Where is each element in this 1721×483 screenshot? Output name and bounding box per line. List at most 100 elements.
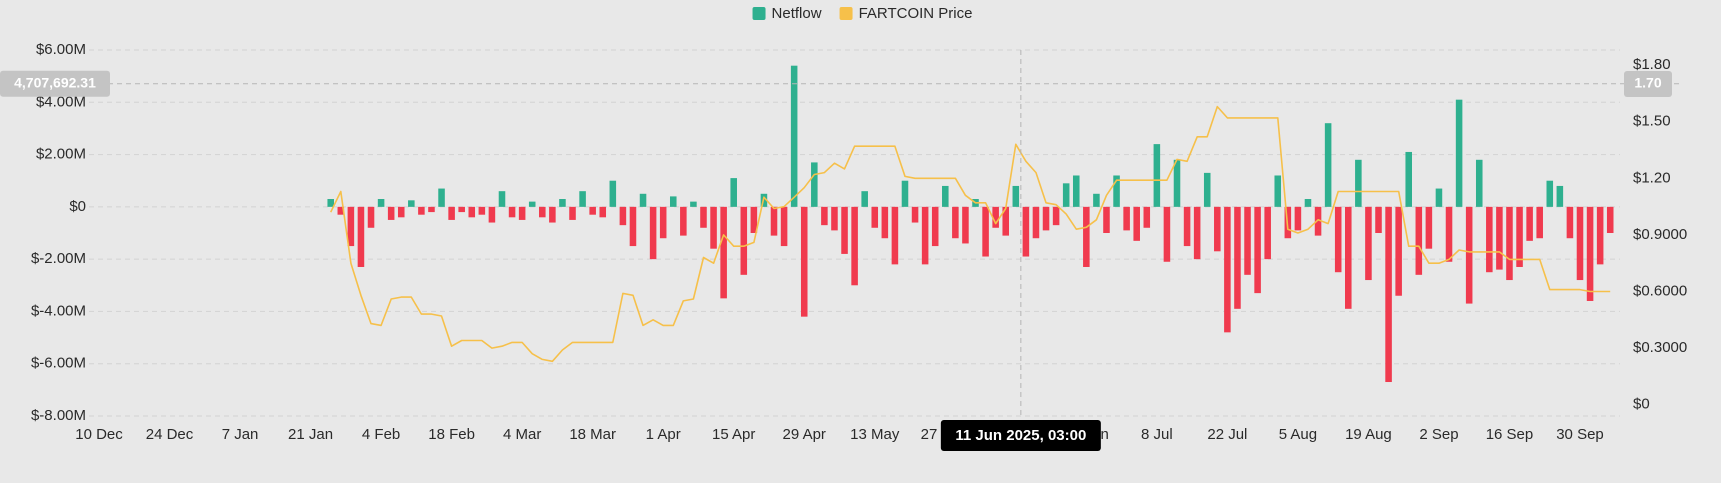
bar [740,206,748,275]
x-tick-label: 18 Mar [569,426,616,443]
x-tick-label: 1 Apr [646,426,681,443]
y-tick-label: $-6.00M [31,355,86,372]
legend-label: FARTCOIN Price [859,5,973,22]
bar [1334,206,1342,273]
bar [428,206,435,213]
bar [1032,206,1040,239]
bar-layer [327,65,1614,383]
bar [680,206,687,236]
y-tick-label: $-8.00M [31,407,86,424]
bar [1345,206,1352,309]
bar [1506,206,1513,281]
bar [387,206,395,220]
y-tick-label: $0 [69,198,86,215]
axis-layer: $-8.00M $-6.00M $-4.00M $-2.00M $0 $2.00M $4.0… [31,41,1687,443]
bar [962,206,969,244]
x-tick-label: 19 Aug [1345,426,1392,443]
y-tick-label: $2.00M [36,146,86,163]
crosshair-y2-label: 1.70 [1634,75,1661,91]
bar [1254,206,1261,294]
x-tick-label: 29 Apr [783,426,826,443]
bar [780,206,788,247]
bar [1496,206,1503,270]
bar [589,206,596,215]
bar [1153,144,1161,207]
bar [397,206,405,218]
bar [1072,175,1080,207]
bar [1425,206,1433,249]
bar [891,206,899,265]
bar [1576,206,1584,281]
x-tick-label: 30 Sep [1556,426,1604,443]
bar [881,206,889,239]
bar [458,206,465,213]
bar [649,206,657,260]
bar [700,206,707,228]
bar [1586,206,1594,301]
bar [639,193,647,207]
bar [337,206,345,215]
bar [498,191,506,207]
bar [921,206,929,265]
bar [619,206,627,226]
crosshair-x-box [940,420,1101,451]
line-layer [329,105,1611,363]
bar [1445,206,1453,262]
bar [1264,206,1271,260]
y2-tick-label: $0.3000 [1633,339,1687,356]
bar [851,206,858,286]
x-tick-label: 16 Sep [1486,426,1534,443]
bar [1556,185,1564,207]
bar [1405,151,1413,207]
bar [952,206,959,239]
legend-swatch [839,7,853,20]
bar [629,206,637,247]
bar [1113,175,1120,207]
bar [710,206,717,249]
bar [1203,172,1211,207]
x-tick-label: 4 Feb [362,426,400,443]
bar [1234,206,1241,309]
crosshair-x-label: 11 Jun 2025, 03:00 [955,427,1086,444]
price-line [329,105,1611,363]
bar [609,180,617,207]
bar [1395,206,1402,296]
legend: Netflow FARTCOIN Price [752,5,973,22]
legend-swatch [752,7,766,20]
bar [1123,206,1130,231]
bar [448,206,455,220]
bar [770,206,778,236]
y-tick-label: $6.00M [36,41,86,58]
y2-tick-label: $0.9000 [1633,226,1687,243]
bar [1375,206,1382,233]
x-tick-label: 13 May [850,426,900,443]
bar [1163,206,1171,262]
bar [1224,206,1231,333]
bar [528,201,536,207]
y-tick-label: $-2.00M [31,250,86,267]
bar [1002,206,1010,236]
bar [720,206,727,299]
bar [669,196,677,207]
bar [1183,206,1191,247]
bar [347,206,355,247]
bar [811,162,818,207]
x-tick-label: 22 Jul [1207,426,1247,443]
bar [1486,206,1493,273]
bar [1526,206,1533,241]
legend-label: Netflow [772,5,822,22]
bar [1314,206,1322,236]
x-tick-label: 21 Jan [288,426,333,443]
y2-tick-label: $0 [1633,396,1650,413]
bar [1173,159,1181,207]
bar [942,185,949,207]
bar [1062,183,1070,207]
bar [327,199,334,207]
bar [1274,175,1282,207]
bar [992,206,999,228]
bar [911,206,919,223]
bar [408,200,415,207]
bar [1516,206,1523,267]
